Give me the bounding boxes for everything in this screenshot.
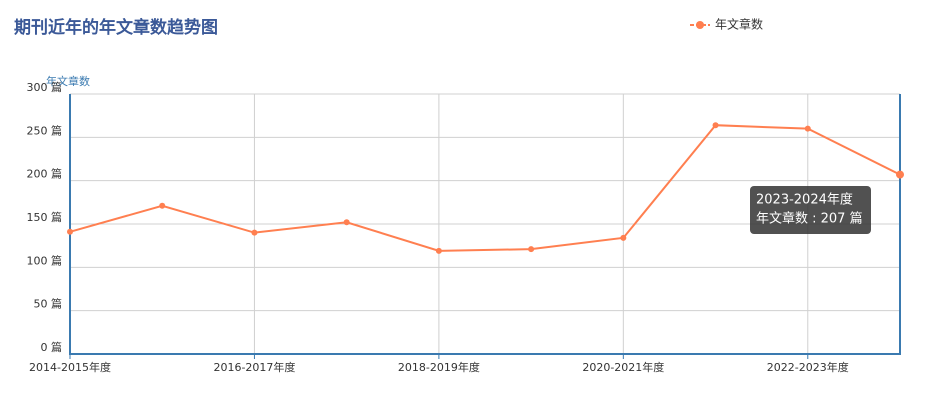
data-point	[159, 202, 166, 209]
data-point	[896, 170, 904, 179]
y-tick-label: 250 篇	[27, 123, 63, 137]
series-line	[69, 124, 901, 252]
legend-label: 年文章数	[715, 17, 763, 32]
tooltip-text: 年文章数 : 207 篇	[756, 211, 863, 227]
y-tick-label: 0 篇	[41, 340, 63, 354]
y-tick-label: 150 篇	[27, 210, 63, 224]
y-tick-label: 200 篇	[27, 167, 63, 181]
data-point	[67, 228, 73, 235]
tooltip-box	[750, 186, 871, 234]
data-point	[712, 122, 719, 129]
tooltip-title: 2023-2024年度	[756, 192, 853, 208]
x-tick-label: 2014-2015年度	[29, 360, 111, 374]
x-tick-label: 2016-2017年度	[213, 360, 295, 374]
legend-marker	[696, 21, 704, 29]
data-point	[620, 234, 627, 241]
data-point	[251, 229, 258, 236]
data-point	[435, 247, 442, 254]
chart-title: 期刊近年的年文章数趋势图	[14, 17, 218, 38]
y-tick-label: 50 篇	[34, 297, 63, 311]
y-axis-label: 年文章数	[46, 74, 90, 88]
y-tick-label: 300 篇	[27, 80, 63, 94]
data-point	[804, 125, 811, 132]
x-tick-label: 2022-2023年度	[767, 360, 849, 374]
data-point	[343, 219, 350, 226]
x-tick-label: 2020-2021年度	[582, 360, 664, 374]
y-tick-label: 100 篇	[27, 253, 63, 267]
x-tick-label: 2018-2019年度	[398, 360, 480, 374]
data-point	[528, 246, 535, 253]
